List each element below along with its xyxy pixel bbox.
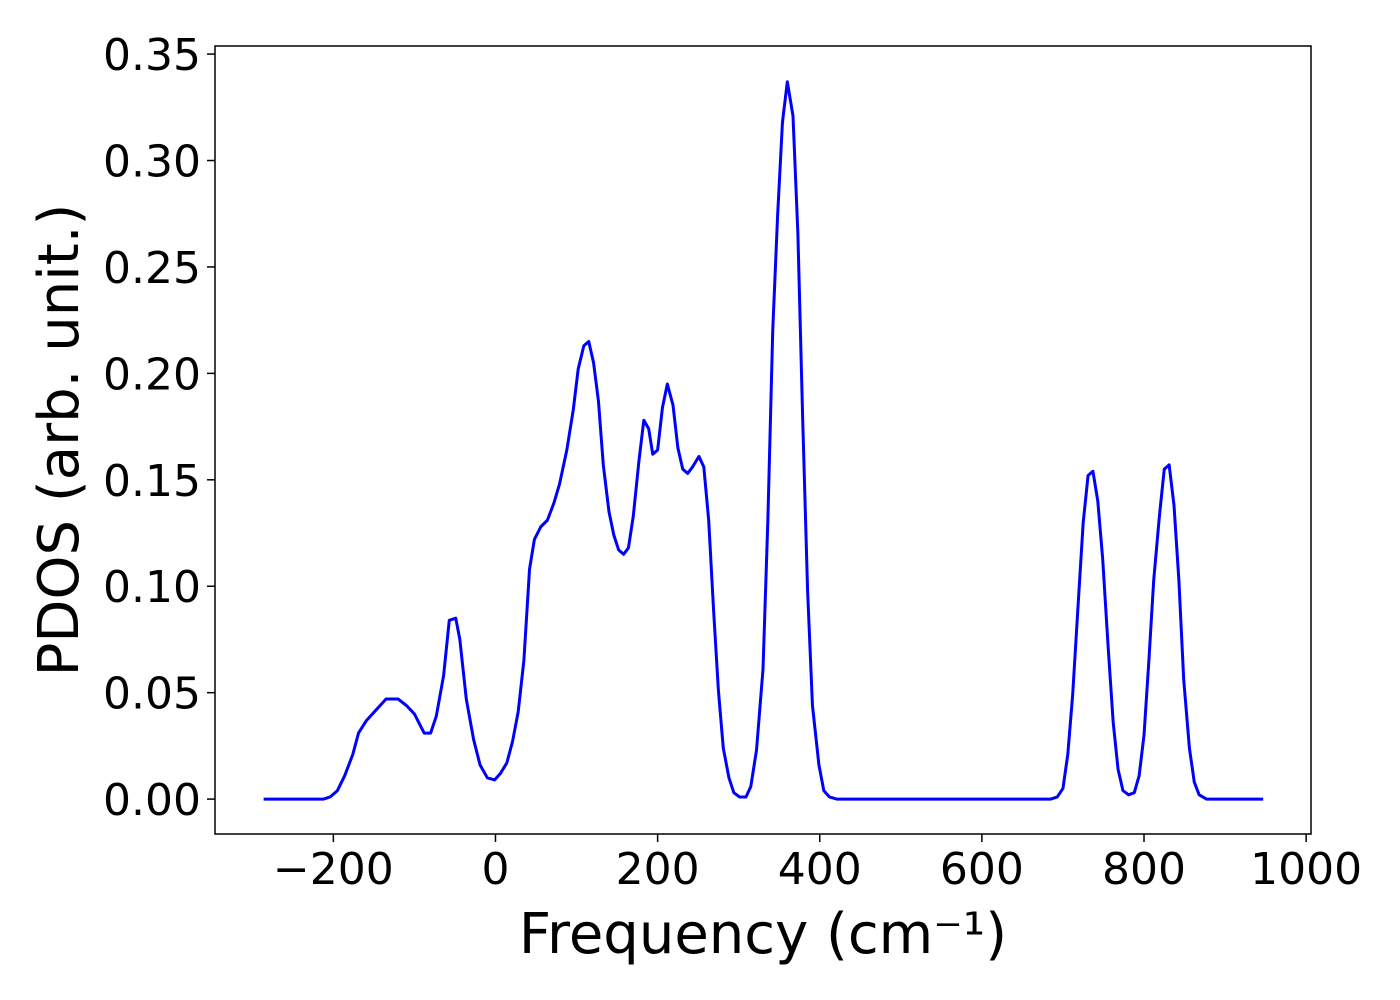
y-axis-label: PDOS (arb. unit.) — [27, 204, 92, 677]
x-tick-label: 200 — [616, 844, 700, 895]
x-tick-label: 800 — [1102, 844, 1186, 895]
y-tick-label: 0.15 — [103, 456, 201, 507]
y-tick-label: 0.30 — [103, 137, 201, 188]
x-tick-label: 400 — [778, 844, 862, 895]
y-tick-label: 0.35 — [103, 30, 201, 81]
y-tick-label: 0.00 — [103, 775, 201, 826]
y-tick-label: 0.20 — [103, 349, 201, 400]
x-tick-label: 1000 — [1250, 844, 1362, 895]
y-tick-label: 0.05 — [103, 669, 201, 720]
y-tick-label: 0.25 — [103, 243, 201, 294]
data-line — [263, 80, 1264, 801]
x-tick-label: 0 — [481, 844, 509, 895]
x-axis-label: Frequency (cm⁻¹) — [519, 902, 1007, 967]
plot-frame — [214, 45, 1312, 835]
x-tick-label: 600 — [940, 844, 1024, 895]
x-tick-label: −200 — [273, 844, 394, 895]
y-tick-label: 0.10 — [103, 562, 201, 613]
